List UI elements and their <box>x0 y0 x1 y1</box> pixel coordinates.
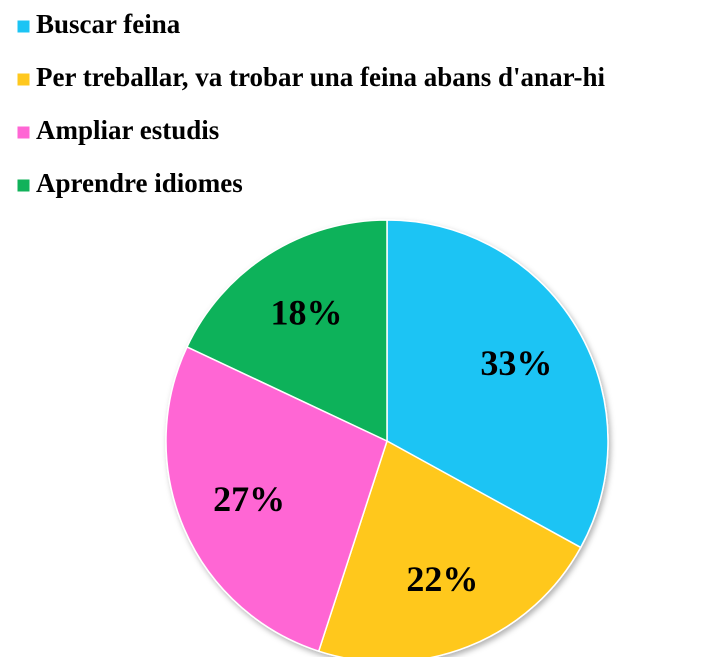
legend: Buscar feina Per treballar, va trobar una… <box>16 9 606 198</box>
legend-swatch <box>16 125 31 140</box>
slice-labels: 33% 22% 27% 18% <box>213 292 552 599</box>
legend-swatch <box>16 178 31 193</box>
legend-swatch <box>16 72 31 87</box>
slice-label: 27% <box>213 479 285 519</box>
legend-text: Ampliar estudis <box>36 115 219 145</box>
legend-text: Buscar feina <box>36 9 181 39</box>
slice-label: 18% <box>270 292 342 332</box>
slice-label: 22% <box>406 559 478 599</box>
pie <box>165 219 609 657</box>
pie-slice <box>317 439 582 657</box>
pie-slice <box>186 219 388 443</box>
slice-label: 33% <box>480 343 552 383</box>
legend-text: Aprendre idiomes <box>36 168 243 198</box>
legend-text: Per treballar, va trobar una feina abans… <box>36 62 606 92</box>
pie-slice <box>386 219 609 549</box>
pie-slice <box>165 345 388 653</box>
legend-swatch <box>16 19 31 34</box>
